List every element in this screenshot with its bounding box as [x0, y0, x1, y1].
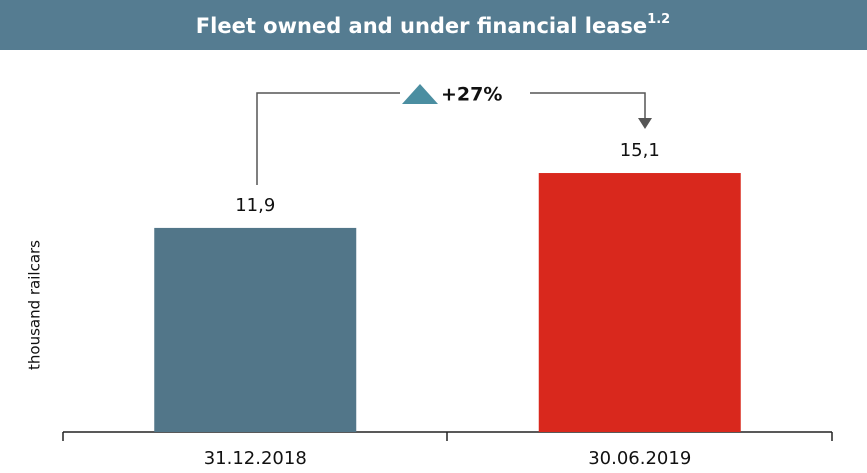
value-label: 15,1 [620, 140, 660, 161]
x-tick-label: 30.06.2019 [588, 448, 691, 469]
up-triangle [402, 84, 438, 104]
chart-title: Fleet owned and under financial lease1.2 [196, 12, 670, 39]
bar [538, 173, 741, 432]
title-text: Fleet owned and under financial lease [196, 14, 647, 38]
annotation: +27% [441, 84, 502, 106]
title-superscript: 1.2 [647, 12, 670, 27]
x-tick-label: 31.12.2018 [204, 448, 307, 469]
arrow-head [638, 118, 652, 129]
y-axis-label: thousand railcars [26, 240, 44, 370]
value-label: 11,9 [235, 195, 275, 216]
title-band [0, 0, 867, 50]
bar [154, 227, 357, 432]
arrow-line [256, 92, 400, 185]
arrow-line [530, 92, 646, 120]
